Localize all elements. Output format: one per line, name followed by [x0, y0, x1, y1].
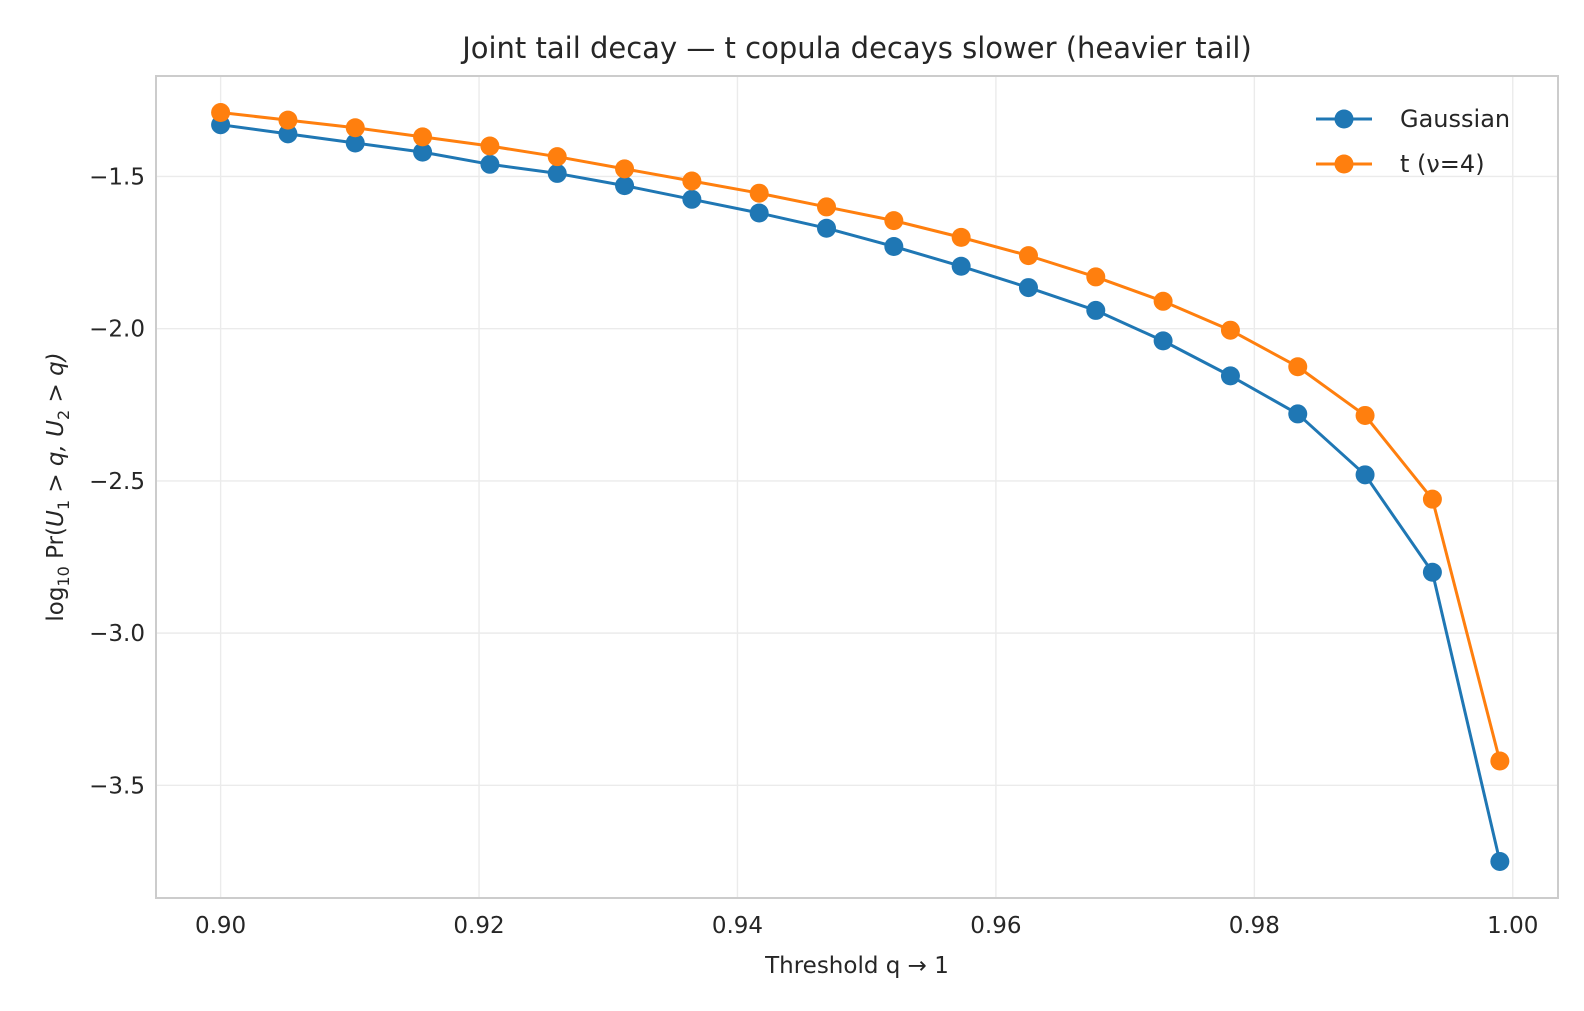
series-line	[220, 111, 1502, 762]
data-point	[749, 183, 769, 203]
x-tick-label: 1.00	[1487, 913, 1538, 939]
data-point	[1220, 320, 1240, 340]
data-point	[1422, 489, 1442, 509]
y-label-pr: Pr(	[43, 527, 69, 566]
data-point	[1018, 246, 1038, 266]
data-point	[1086, 267, 1106, 287]
data-point	[1018, 278, 1038, 298]
legend: Gaussian t (ν=4)	[1316, 105, 1510, 178]
chart-title: Joint tail decay — t copula decays slowe…	[460, 31, 1252, 65]
data-point	[682, 189, 702, 209]
y-tick-label: −2.5	[89, 469, 145, 495]
data-point	[1153, 331, 1173, 351]
data-point	[615, 176, 635, 196]
y-label-log: log	[43, 587, 69, 622]
data-point	[1355, 465, 1375, 485]
legend-marker-t	[1334, 154, 1354, 174]
y-label-end: > q)	[43, 352, 69, 409]
data-point	[345, 118, 365, 138]
data-point	[817, 197, 837, 217]
x-axis-label: Threshold q → 1	[764, 953, 949, 979]
data-point	[1490, 851, 1510, 871]
y-label-u1: U	[43, 510, 69, 527]
data-point	[211, 103, 231, 123]
y-tick-label: −1.5	[89, 164, 145, 190]
data-point	[817, 218, 837, 238]
series-t	[211, 103, 1510, 771]
data-point	[278, 124, 298, 144]
data-point	[413, 142, 433, 162]
y-axis-label: log10 Pr(U1 > q, U2 > q)	[43, 352, 73, 621]
data-point	[1288, 404, 1308, 424]
legend-label-gaussian: Gaussian	[1400, 105, 1510, 133]
x-tick-label: 0.96	[970, 913, 1021, 939]
data-point	[1086, 300, 1106, 320]
series-line	[220, 123, 1502, 862]
data-point	[1220, 366, 1240, 386]
y-tick-label: −2.0	[89, 317, 145, 343]
data-point	[951, 227, 971, 247]
x-tick-label: 0.98	[1229, 913, 1280, 939]
data-point	[1490, 751, 1510, 771]
data-point	[682, 171, 702, 191]
y-label-u2: U	[43, 420, 69, 437]
data-point	[1288, 357, 1308, 377]
y-tick-label: −3.0	[89, 621, 145, 647]
legend-marker-gaussian	[1334, 109, 1354, 129]
y-tick-label: −3.5	[89, 773, 145, 799]
x-tick-label: 0.90	[195, 913, 246, 939]
data-point	[749, 203, 769, 223]
data-point	[413, 127, 433, 147]
data-point	[615, 159, 635, 179]
series-gaussian	[211, 115, 1510, 871]
y-label-u2-sub: 2	[54, 410, 73, 420]
data-point	[345, 133, 365, 153]
y-label-u1-sub: 1	[54, 500, 73, 510]
x-tick-label: 0.92	[453, 913, 504, 939]
data-point	[480, 136, 500, 156]
legend-label-t: t (ν=4)	[1400, 150, 1485, 178]
data-point	[1422, 562, 1442, 582]
series-layer	[211, 103, 1510, 871]
x-tick-label: 0.94	[712, 913, 763, 939]
y-label-mid: > q,	[43, 437, 69, 500]
data-point	[1355, 405, 1375, 425]
tick-labels: 0.90 0.92 0.94 0.96 0.98 1.00 −1.5 −2.0 −2.5 −3.0…	[89, 164, 1538, 939]
data-point	[278, 110, 298, 130]
y-label-log-base: 10	[54, 566, 73, 586]
data-point	[547, 163, 567, 183]
data-point	[480, 154, 500, 174]
data-point	[884, 236, 904, 256]
grid-lines	[156, 76, 1558, 898]
data-point	[547, 147, 567, 167]
plot-frame	[155, 75, 1559, 899]
data-point	[951, 256, 971, 276]
data-point	[1153, 291, 1173, 311]
data-point	[884, 211, 904, 231]
